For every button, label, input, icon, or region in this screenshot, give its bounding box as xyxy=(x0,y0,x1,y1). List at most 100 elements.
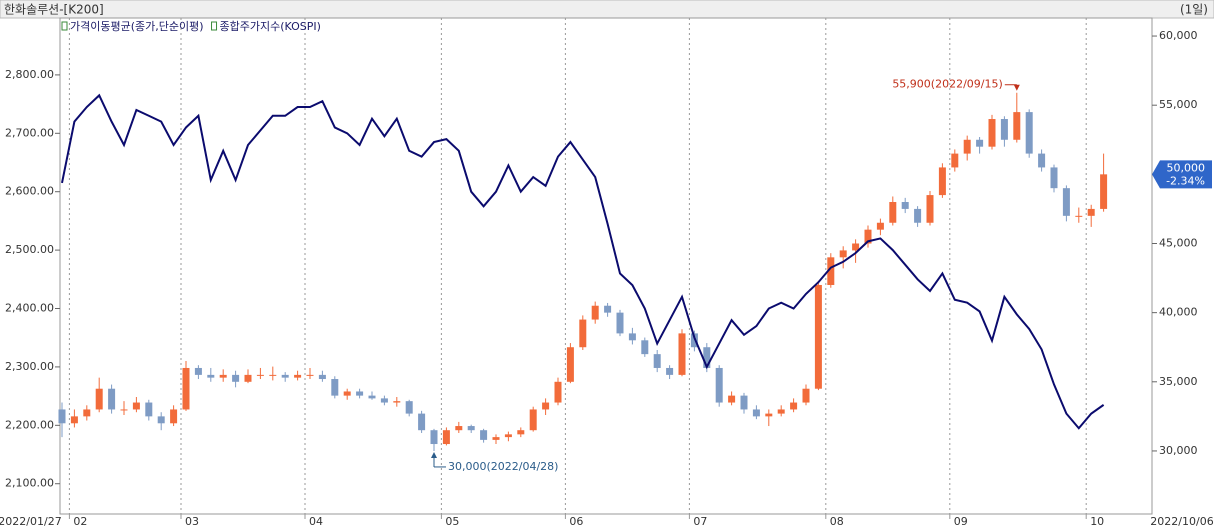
candle-body xyxy=(194,367,202,375)
candle-body xyxy=(901,202,909,209)
candle-body xyxy=(976,139,984,147)
kospi-line xyxy=(61,93,1105,430)
start-date: 2022/01/27 xyxy=(0,515,62,528)
candle-body xyxy=(914,208,922,223)
candle-body xyxy=(876,222,884,230)
x-tick-label: 02 xyxy=(73,515,87,528)
y-tick-label: 2,700.00 xyxy=(5,126,54,139)
annotation-label: 55,900(2022/09/15) xyxy=(892,78,1002,91)
x-tick-label: 08 xyxy=(830,515,844,528)
candle-body xyxy=(678,333,686,375)
candle-body xyxy=(728,395,736,403)
candle-body xyxy=(579,319,587,348)
candle-body xyxy=(455,426,463,431)
candle-body xyxy=(418,413,426,431)
candle-body xyxy=(442,430,450,445)
y2-tick-label: 55,000 xyxy=(1159,98,1198,111)
x-tick-label: 09 xyxy=(954,515,968,528)
candle-body xyxy=(480,430,488,440)
candle-body xyxy=(752,409,760,417)
legend-swatch xyxy=(211,21,218,31)
candle-body xyxy=(1062,188,1070,216)
period-label: (1일) xyxy=(1180,3,1208,17)
candle-body xyxy=(145,402,153,417)
plot-frame xyxy=(59,17,1153,515)
x-tick-label: 07 xyxy=(693,515,707,528)
candle-body xyxy=(356,391,364,396)
candle-body xyxy=(666,367,674,375)
candle-body xyxy=(207,374,215,378)
candle-body xyxy=(839,250,847,258)
candle-body xyxy=(653,354,661,368)
legend-label: 가격이동평균(종가,단순이평) xyxy=(70,20,204,33)
candle-body xyxy=(827,257,835,285)
candle-body xyxy=(926,195,934,223)
candle-body xyxy=(1038,153,1046,168)
y2-tick-label: 40,000 xyxy=(1159,306,1198,319)
y-tick-label: 2,200.00 xyxy=(5,418,54,431)
candle-body xyxy=(368,395,376,399)
candle-body xyxy=(182,367,190,410)
candle-body xyxy=(232,374,240,382)
candle-body xyxy=(157,416,165,424)
annotation-arrow xyxy=(1013,84,1020,91)
y2-tick-label: 30,000 xyxy=(1159,444,1198,457)
candle-body xyxy=(1087,208,1095,216)
title-bar xyxy=(0,0,1214,19)
price-marker xyxy=(1152,160,1212,189)
candle-body xyxy=(318,374,326,380)
legend-label: 종합주가지수(KOSPI) xyxy=(220,20,321,33)
y2-tick-label: 45,000 xyxy=(1159,236,1198,249)
price-marker-label: 50,000 xyxy=(1167,161,1206,174)
candle-body xyxy=(616,312,624,334)
y-tick-label: 2,800.00 xyxy=(5,68,54,81)
x-tick-label: 10 xyxy=(1090,515,1104,528)
candle-body xyxy=(529,409,537,431)
candle-body xyxy=(628,333,636,341)
candle-body xyxy=(963,139,971,154)
candle-body xyxy=(814,284,822,389)
candle-body xyxy=(542,402,550,410)
candle-body xyxy=(281,374,289,378)
candle-body xyxy=(951,153,959,168)
candle-body xyxy=(802,388,810,403)
candle-body xyxy=(715,367,723,403)
candle-body xyxy=(393,401,401,403)
candle-body xyxy=(777,409,785,414)
candle-body xyxy=(405,401,413,414)
candle-body xyxy=(430,430,438,445)
candle-body xyxy=(95,388,103,410)
candle-body xyxy=(852,243,860,251)
candle-body xyxy=(690,333,698,348)
candle-body xyxy=(604,305,612,313)
candle-body xyxy=(58,409,66,424)
candle-body xyxy=(244,374,252,382)
x-tick-label: 05 xyxy=(445,515,459,528)
candle-body xyxy=(1013,112,1021,140)
candle-body xyxy=(380,398,388,403)
candle-body xyxy=(343,391,351,396)
y-tick-label: 2,400.00 xyxy=(5,302,54,315)
candle-body xyxy=(492,437,500,440)
annotation-arrow xyxy=(431,451,437,458)
candle-body xyxy=(1075,215,1083,217)
y2-tick-label: 35,000 xyxy=(1159,375,1198,388)
candle-body xyxy=(504,434,512,438)
candle-body xyxy=(170,409,178,424)
candle-body xyxy=(108,388,116,410)
candle-body xyxy=(740,395,748,410)
y-tick-label: 2,500.00 xyxy=(5,243,54,256)
candle-body xyxy=(864,229,872,244)
candle-body xyxy=(467,426,475,431)
candle-body xyxy=(1000,119,1008,140)
candle-body xyxy=(765,413,773,417)
candle-body xyxy=(219,374,227,378)
chart-title: 한화솔루션-[K200] xyxy=(4,3,104,17)
y2-tick-label: 60,000 xyxy=(1159,29,1198,42)
candle-body xyxy=(889,202,897,223)
candle-body xyxy=(306,374,314,376)
candle-body xyxy=(70,416,78,424)
candle-body xyxy=(1100,174,1108,209)
